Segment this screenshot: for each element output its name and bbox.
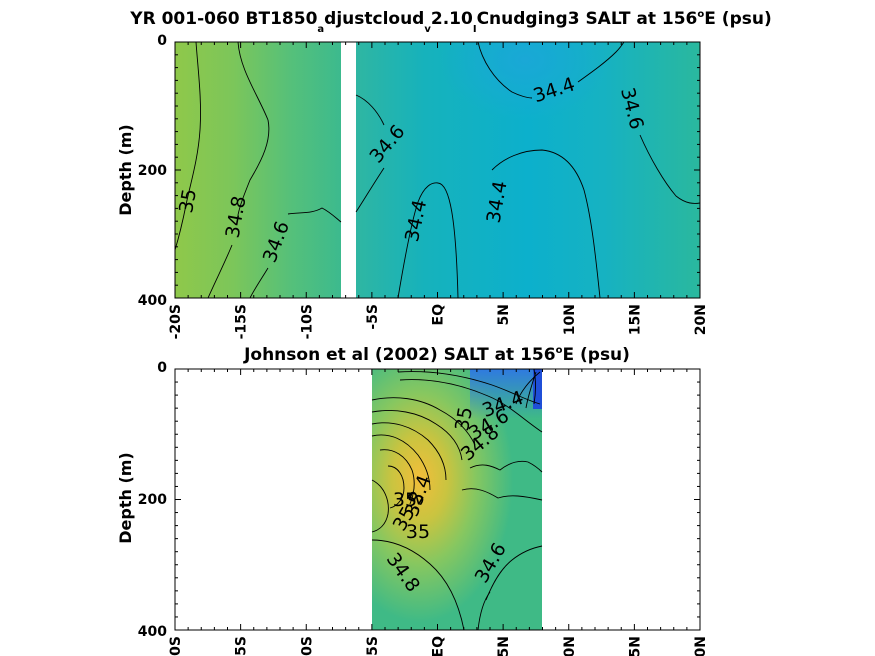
top-ytick-label: 200 (138, 163, 167, 179)
xtick-label: -20S (168, 304, 184, 339)
bottom-contour-label: 35 (393, 489, 417, 511)
bottom-contour-line (387, 465, 405, 509)
bottom-tick-marks (174, 368, 701, 631)
top-ytick-label: 400 (138, 293, 167, 309)
bottom-contour-label: 35 (451, 405, 477, 433)
bottom-contour-line (397, 371, 541, 405)
xtick-label: 10N (562, 304, 578, 335)
top-contour-line (355, 94, 385, 213)
top-contour-line (397, 182, 459, 299)
bottom-ytick-label: 200 (138, 492, 167, 508)
xtick-label: EQ (431, 636, 447, 656)
top-xtick-labels: -20S -15S -10S -5S EQ 5N 10N 15N 20N (168, 304, 709, 339)
bottom-ytick-label: 0 (157, 360, 167, 376)
bottom-contour-line (371, 397, 476, 446)
top-contour-line (491, 149, 601, 299)
xtick-label: -5S (365, 304, 381, 330)
top-contour-line (174, 41, 201, 251)
top-tick-marks (174, 41, 701, 299)
top-panel: YR 001-060 BT1850adjustcloudv2.10ICnudgi… (116, 9, 772, 339)
bottom-field-edge (533, 369, 542, 409)
top-title: YR 001-060 BT1850adjustcloudv2.10ICnudgi… (129, 9, 771, 35)
top-contour-line (249, 267, 269, 299)
bottom-contour-line (379, 449, 415, 505)
bottom-contour-line (371, 434, 431, 491)
xtick-label: -15S (234, 636, 250, 656)
bottom-contour-line (461, 488, 543, 501)
bottom-contour-label: 35 (406, 521, 430, 543)
top-ylabel: Depth (m) (116, 124, 135, 216)
bottom-contour-line (371, 479, 389, 533)
bottom-contour-line (371, 422, 447, 481)
bottom-title: Johnson et al (2002) SALT at 156oE (psu) (243, 345, 630, 365)
bottom-contour-line (371, 410, 463, 461)
xtick-label: 20N (693, 636, 709, 656)
top-contour-label: 35 (175, 187, 201, 215)
xtick-label: 20N (693, 304, 709, 335)
xtick-label: 15N (627, 636, 643, 656)
top-contour-line (287, 207, 342, 223)
bottom-contour-line (399, 379, 543, 433)
xtick-label: -10S (299, 636, 315, 656)
xtick-label: EQ (431, 304, 447, 326)
bottom-contour-line (515, 368, 541, 409)
top-field-low-salinity (440, 42, 610, 162)
bottom-contour-line (469, 460, 543, 473)
top-data-gap (341, 50, 356, 298)
xtick-label: 15N (627, 304, 643, 335)
xtick-label: 10N (562, 636, 578, 656)
top-field-south (175, 42, 341, 298)
bottom-contour-line (371, 539, 465, 631)
xtick-label: -5S (365, 636, 381, 656)
top-contour-line (477, 41, 625, 99)
bottom-ylabel: Depth (m) (116, 452, 135, 544)
bottom-contour-line (485, 545, 543, 601)
xtick-label: 5N (496, 636, 512, 656)
bottom-contour-line (477, 591, 491, 631)
top-ytick-label: 0 (157, 33, 167, 49)
xtick-label: -20S (168, 636, 184, 656)
top-contour-line (639, 134, 701, 204)
bottom-xtick-labels: -20S -15S -10S -5S EQ 5N 10N 15N 20N (168, 636, 709, 656)
xtick-label: 5N (496, 304, 512, 325)
bottom-panel: Johnson et al (2002) SALT at 156oE (psu)… (116, 345, 709, 656)
xtick-label: -10S (299, 304, 315, 339)
bottom-ytick-label: 400 (138, 624, 167, 640)
xtick-label: -15S (234, 304, 250, 339)
top-contour-line (237, 41, 270, 216)
top-contour-line (207, 244, 233, 299)
